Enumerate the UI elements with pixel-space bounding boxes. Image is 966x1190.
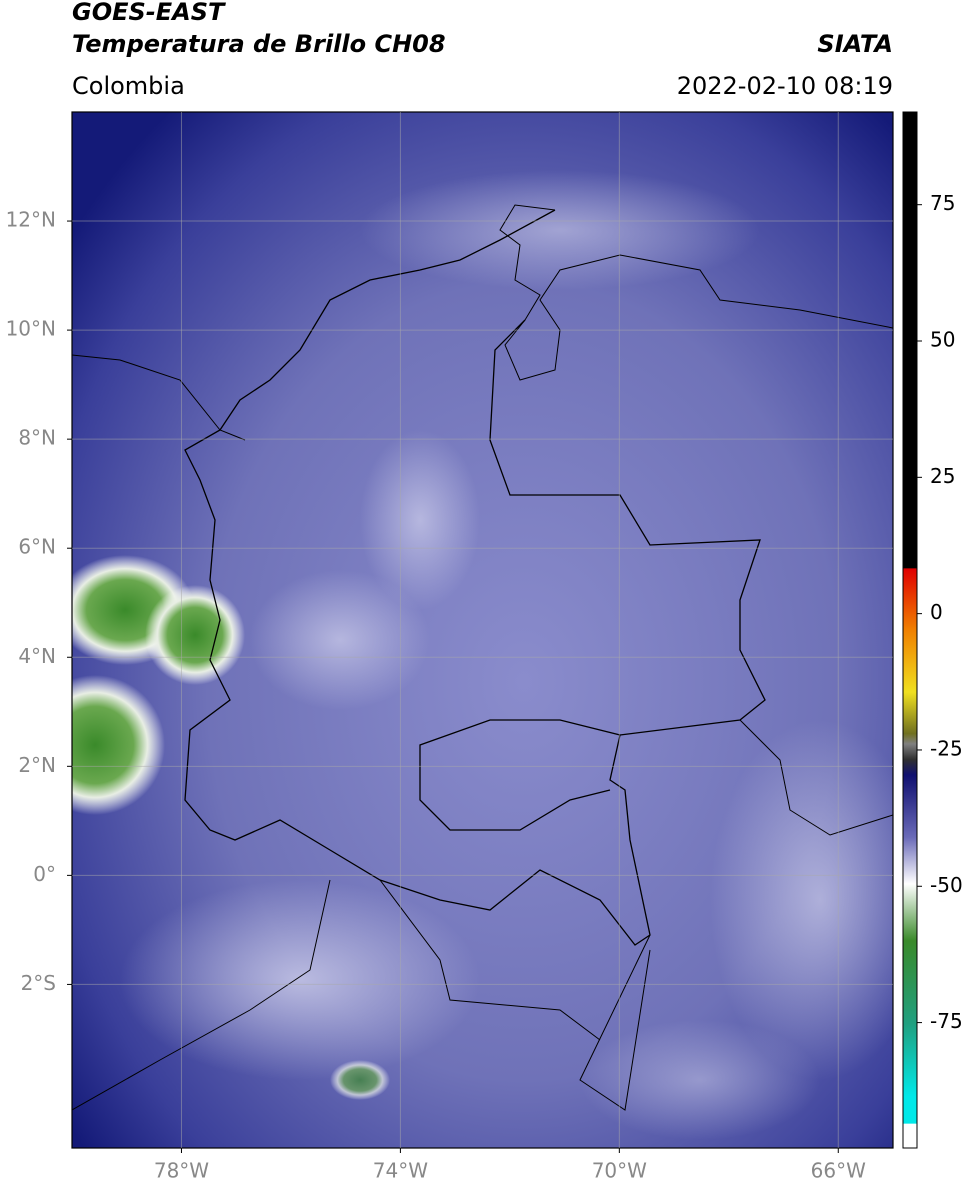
y-tick-label: 2°S: [21, 971, 56, 995]
x-tick-label: 70°W: [592, 1159, 647, 1183]
satellite-image: [72, 112, 893, 1148]
y-tick-label: 8°N: [18, 426, 56, 450]
colorbar-label: 50: [930, 328, 955, 352]
x-tick-label: 78°W: [154, 1159, 209, 1183]
subtitle: Temperatura de Brillo CH08: [72, 30, 446, 58]
colorbar-label: 75: [930, 191, 955, 215]
y-tick-label: 0°: [33, 862, 56, 886]
colorbar-label: -50: [930, 873, 963, 897]
region: Colombia: [72, 72, 185, 100]
y-tick-label: 6°N: [18, 535, 56, 559]
colorbar: [902, 111, 918, 1149]
title: GOES-EAST: [72, 0, 226, 26]
map-frame: [71, 111, 894, 1149]
source: SIATA: [817, 30, 893, 58]
colorbar-label: -25: [930, 736, 963, 760]
timestamp: 2022-02-10 08:19: [677, 72, 893, 100]
x-tick-label: 74°W: [373, 1159, 428, 1183]
y-tick-label: 10°N: [6, 317, 56, 341]
colorbar-label: -75: [930, 1009, 963, 1033]
x-tick-label: 66°W: [811, 1159, 866, 1183]
colorbar-label: 0: [930, 600, 943, 624]
y-tick-label: 12°N: [6, 208, 56, 232]
y-tick-label: 2°N: [18, 753, 56, 777]
y-tick-label: 4°N: [18, 644, 56, 668]
colorbar-label: 25: [930, 464, 955, 488]
